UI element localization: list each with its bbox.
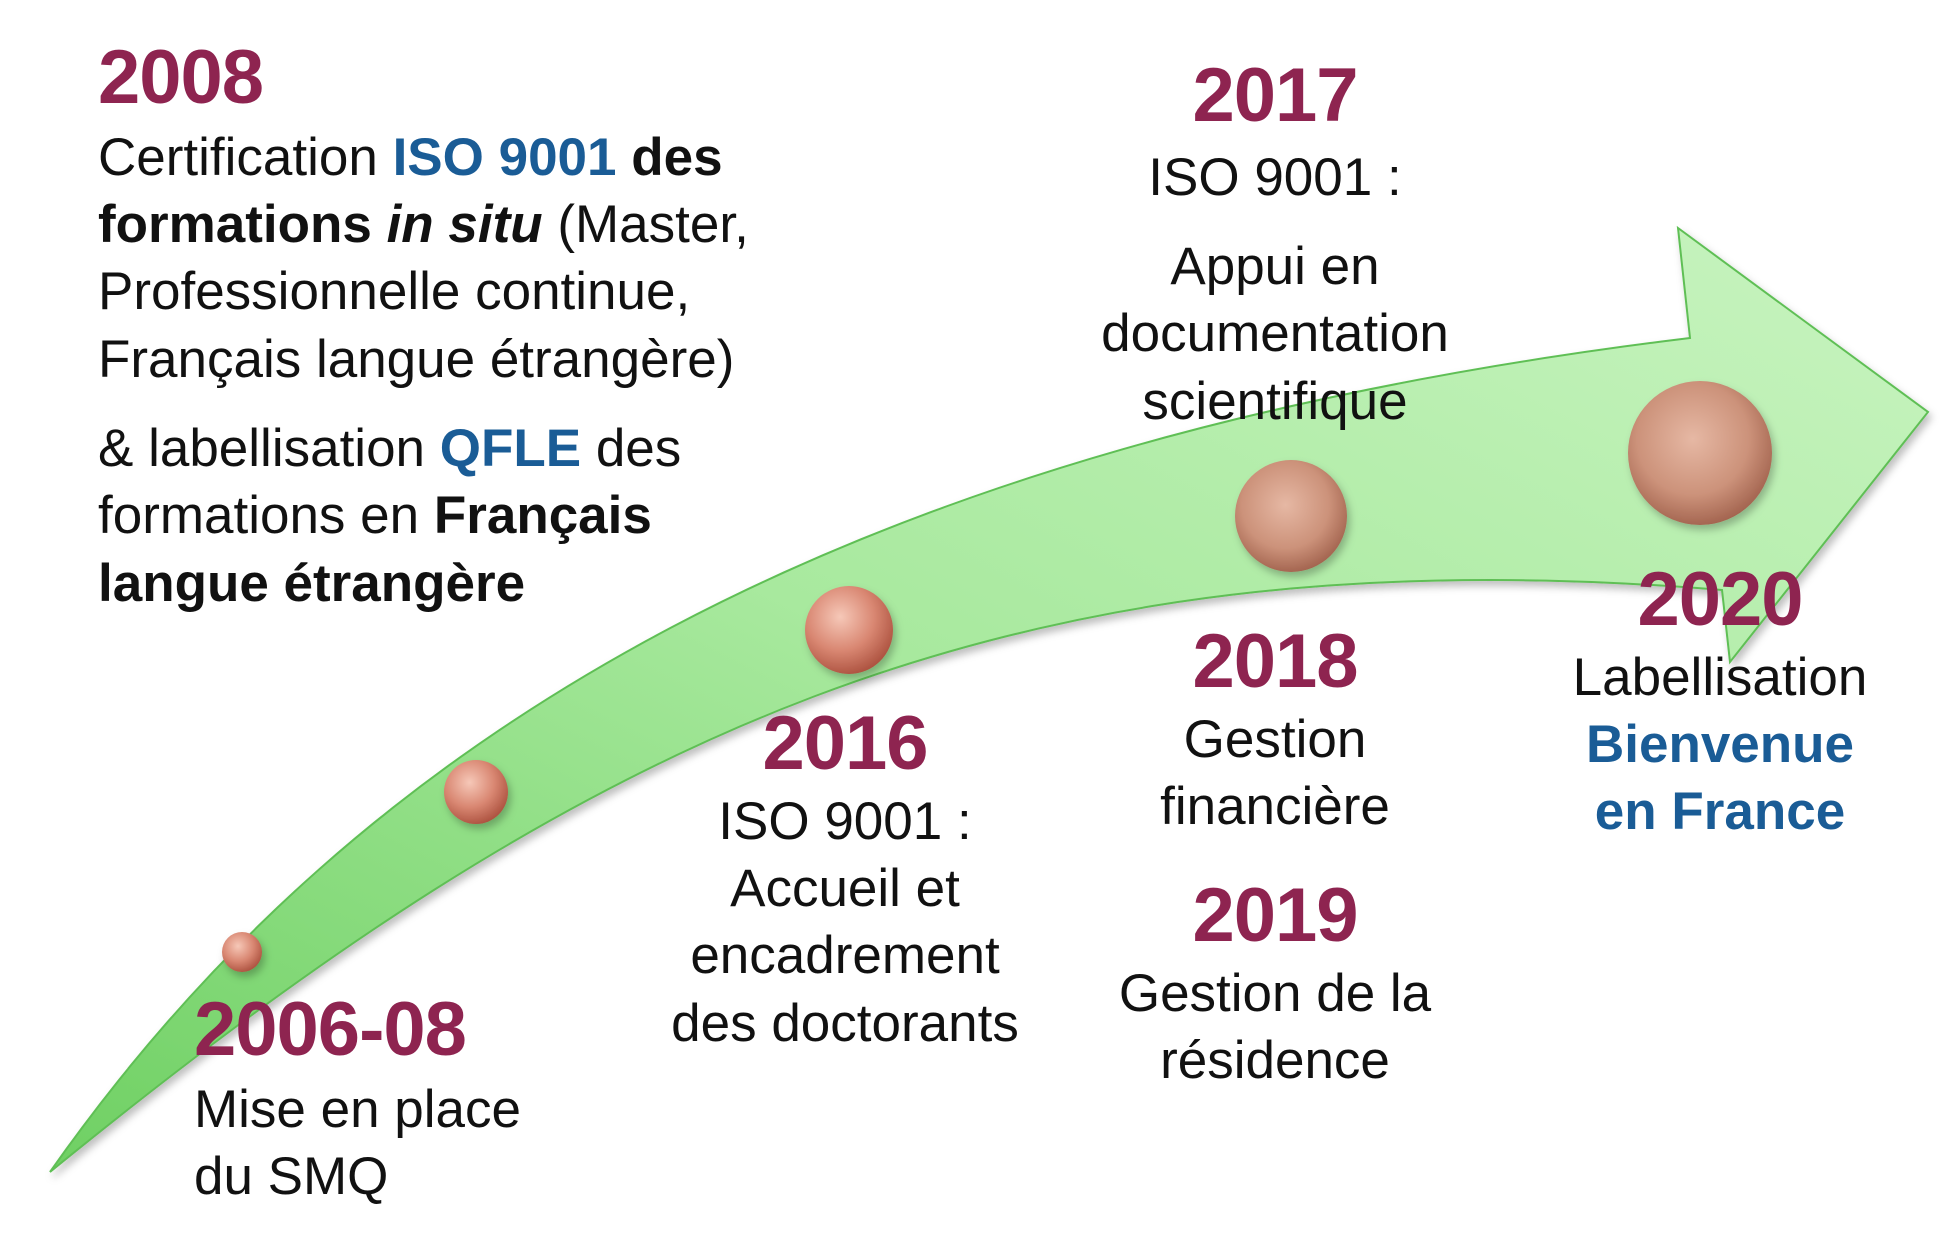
milestone-2008: 2008 Certification ISO 9001 des formatio… [98, 38, 749, 617]
year-label: 2020 [1637, 557, 1803, 642]
milestone-text-line: financière [1160, 777, 1390, 837]
arrow-body [49, 225, 1930, 1173]
year-label: 2018 [1192, 619, 1358, 704]
milestone-text-line: Appui en [1170, 237, 1380, 297]
year-label: 2016 [762, 701, 928, 786]
milestone-text-line: langue étrangère [98, 553, 526, 613]
milestone-text-line: en France [1594, 782, 1846, 842]
milestone-text-line: Bienvenue [1585, 715, 1855, 775]
milestone-bead-3 [805, 586, 893, 674]
milestone-text-line: scientifique [1142, 371, 1408, 431]
year-label: 2006-08 [194, 987, 467, 1072]
milestone-2006-08: 2006-08 Mise en place du SMQ [194, 990, 521, 1210]
milestone-2020: 2020 Labellisation Bienvenue en France [1530, 560, 1910, 846]
milestone-2016: 2016 ISO 9001 : Accueil et encadrement d… [640, 704, 1050, 1057]
milestone-text-line: Gestion [1183, 709, 1367, 769]
milestone-text-line: résidence [1160, 1031, 1390, 1091]
milestone-text-line: du SMQ [194, 1147, 389, 1207]
milestone-bead-1 [222, 932, 262, 972]
milestone-bead-5 [1628, 381, 1772, 525]
milestone-text-line: Mise en place [194, 1079, 522, 1139]
milestone-bead-4 [1235, 460, 1347, 572]
milestone-2017: 2017 ISO 9001 : Appui en documentation s… [1075, 56, 1475, 435]
milestone-text-line: Français langue étrangère) [98, 329, 735, 389]
milestone-text-line: encadrement [690, 926, 1000, 986]
milestone-text-line: Certification ISO 9001 des [98, 127, 723, 187]
year-label: 2017 [1192, 53, 1358, 138]
milestone-text-line: ISO 9001 : [718, 791, 972, 851]
milestone-text-line: ISO 9001 : [1148, 147, 1402, 207]
milestone-text-line: & labellisation QFLE des [98, 418, 682, 478]
milestone-bead-2 [444, 760, 508, 824]
milestone-text-line: Gestion de la [1118, 963, 1432, 1023]
milestone-text-line: des doctorants [671, 993, 1019, 1053]
milestone-text-line: Accueil et [730, 859, 960, 919]
milestone-text-line: formations en Français [98, 486, 652, 546]
year-label: 2019 [1192, 873, 1358, 958]
milestone-text-line: documentation [1101, 304, 1449, 364]
milestone-text-line: formations in situ (Master, [98, 195, 749, 255]
milestone-text-line: Labellisation [1572, 647, 1868, 707]
year-label: 2008 [98, 35, 264, 120]
milestone-text-line: Professionnelle continue, [98, 262, 691, 322]
milestone-2019: 2019 Gestion de la résidence [1085, 876, 1465, 1094]
milestone-2018: 2018 Gestion financière [1085, 622, 1465, 840]
